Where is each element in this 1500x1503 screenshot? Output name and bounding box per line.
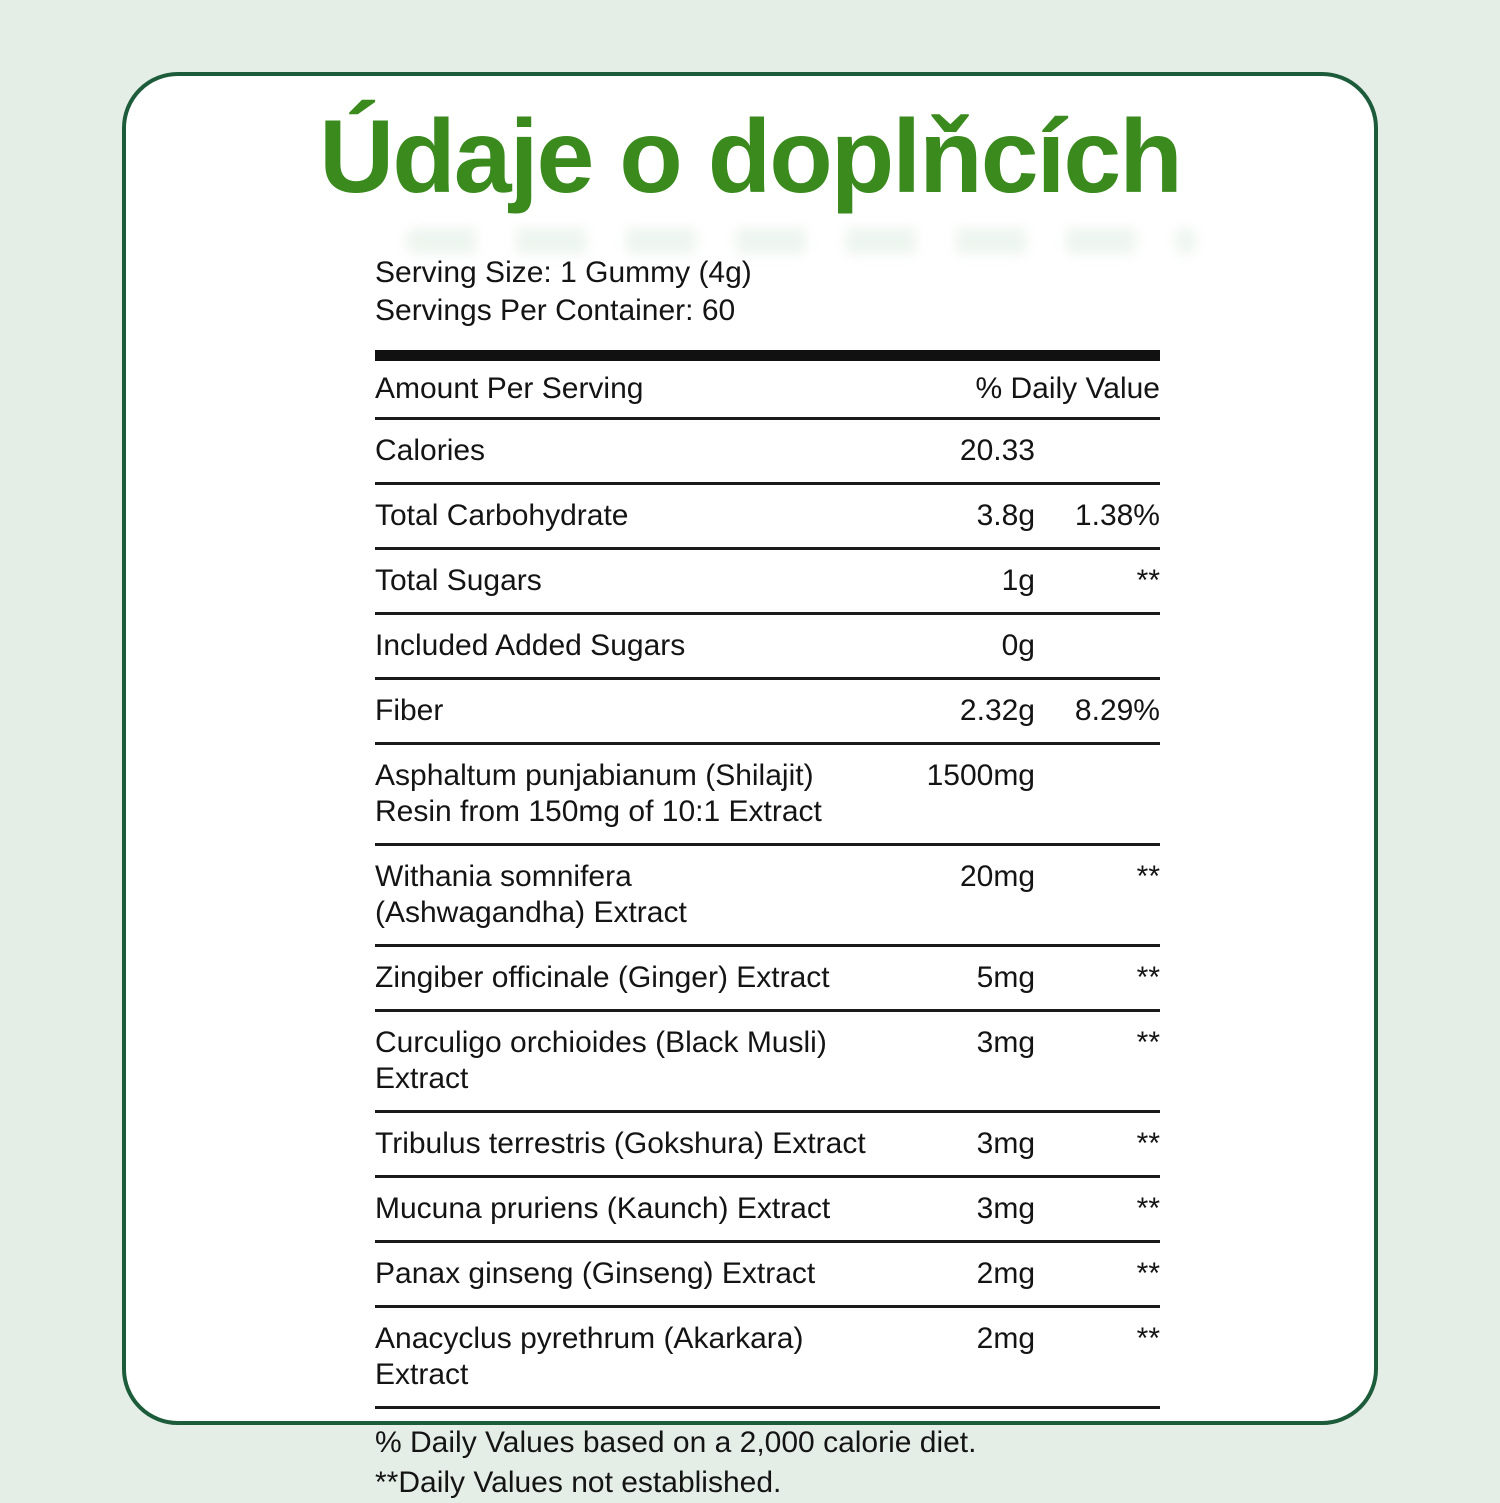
nutrient-name: Fiber: [375, 693, 900, 729]
nutrient-amount: 20.33: [959, 434, 1035, 467]
nutrient-name: Zingiber officinale (Ginger) Extract: [375, 960, 900, 996]
header-amount-per-serving: Amount Per Serving: [375, 372, 644, 405]
nutrient-amount: 3mg: [976, 1026, 1035, 1059]
nutrient-name: Withania somnifera (Ashwagandha) Extract: [375, 859, 900, 931]
nutrient-daily-value: **: [1136, 1257, 1160, 1290]
nutrient-amount: 3mg: [976, 1127, 1035, 1160]
table-row: Total Carbohydrate 3.8g 1.38%: [375, 485, 1160, 550]
nutrient-name: Anacyclus pyrethrum (Akarkara) Extract: [375, 1321, 900, 1393]
nutrient-name-text: Anacyclus pyrethrum (Akarkara) Extract: [375, 1322, 804, 1391]
nutrient-daily-value: **: [1136, 860, 1160, 893]
nutrient-name-text: Curculigo orchioides (Black Musli) Extra…: [375, 1026, 827, 1095]
nutrient-name: Asphaltum punjabianum (Shilajit) Resin fr…: [375, 758, 900, 830]
page-title: Údaje o doplňcích: [319, 99, 1183, 215]
nutrient-daily-value: **: [1136, 1322, 1160, 1355]
top-rule-bar: [375, 350, 1160, 361]
nutrient-name-text: Total Carbohydrate: [375, 499, 629, 532]
footnotes: % Daily Values based on a 2,000 calorie …: [375, 1423, 1160, 1503]
nutrient-name: Tribulus terrestris (Gokshura) Extract: [375, 1126, 900, 1162]
nutrient-amount: 2mg: [976, 1257, 1035, 1290]
nutrient-name-line2: Resin from 150mg of 10:1 Extract: [375, 795, 822, 828]
footnote-daily-values: % Daily Values based on a 2,000 calorie …: [375, 1426, 977, 1459]
nutrient-daily-value: **: [1136, 1127, 1160, 1160]
nutrient-daily-value: **: [1136, 1192, 1160, 1225]
nutrient-daily-value: **: [1136, 564, 1160, 597]
table-row: Curculigo orchioides (Black Musli) Extra…: [375, 1012, 1160, 1113]
nutrient-daily-value: 8.29%: [1074, 694, 1160, 727]
nutrient-daily-value: **: [1136, 961, 1160, 994]
table-header-row: Amount Per Serving % Daily Value: [375, 361, 1160, 420]
nutrient-name-text: Total Sugars: [375, 564, 542, 597]
nutrient-name-text: Withania somnifera: [375, 860, 632, 893]
servings-per-container-line: Servings Per Container: 60: [375, 294, 736, 327]
nutrient-daily-value: **: [1136, 1026, 1160, 1059]
nutrient-name-line2: (Ashwagandha) Extract: [375, 896, 687, 929]
nutrient-amount: 5mg: [976, 961, 1035, 994]
nutrient-amount: 3.8g: [976, 499, 1035, 532]
nutrient-name-text: Fiber: [375, 694, 444, 727]
nutrient-name-text: Panax ginseng (Ginseng) Extract: [375, 1257, 816, 1290]
nutrient-name: Included Added Sugars: [375, 628, 900, 664]
table-row: Total Sugars 1g **: [375, 550, 1160, 615]
nutrient-amount: 0g: [1001, 629, 1035, 662]
serving-size-line: Serving Size: 1 Gummy (4g): [375, 256, 752, 289]
nutrient-name: Panax ginseng (Ginseng) Extract: [375, 1256, 900, 1292]
supplement-facts-panel: Serving Size: 1 Gummy (4g) Servings Per …: [375, 254, 1160, 1503]
table-row: Asphaltum punjabianum (Shilajit) Resin fr…: [375, 745, 1160, 846]
nutrient-name: Calories: [375, 433, 900, 469]
table-row: Included Added Sugars 0g: [375, 615, 1160, 680]
nutrient-amount: 1g: [1001, 564, 1035, 597]
nutrient-amount: 1500mg: [926, 759, 1035, 792]
nutrient-amount: 20mg: [959, 860, 1035, 893]
nutrient-name-text: Zingiber officinale (Ginger) Extract: [375, 961, 830, 994]
table-row: Calories 20.33: [375, 420, 1160, 485]
nutrient-name: Total Carbohydrate: [375, 498, 900, 534]
nutrient-name-text: Asphaltum punjabianum (Shilajit): [375, 759, 814, 792]
table-row: Zingiber officinale (Ginger) Extract 5mg…: [375, 947, 1160, 1012]
table-row: Withania somnifera (Ashwagandha) Extract …: [375, 846, 1160, 947]
nutrient-name: Mucuna pruriens (Kaunch) Extract: [375, 1191, 900, 1227]
label-card: Údaje o doplňcích Serving Size: 1 Gummy …: [122, 72, 1378, 1499]
nutrient-amount: 3mg: [976, 1192, 1035, 1225]
header-daily-value: % Daily Value: [975, 372, 1160, 405]
table-row: Fiber 2.32g 8.29%: [375, 680, 1160, 745]
table-row: Anacyclus pyrethrum (Akarkara) Extract 2…: [375, 1308, 1160, 1409]
title-ghost-artifact: [406, 228, 1196, 254]
table-row: Mucuna pruriens (Kaunch) Extract 3mg **: [375, 1178, 1160, 1243]
table-row: Tribulus terrestris (Gokshura) Extract 3…: [375, 1113, 1160, 1178]
nutrient-name-text: Tribulus terrestris (Gokshura) Extract: [375, 1127, 866, 1160]
nutrient-name-text: Mucuna pruriens (Kaunch) Extract: [375, 1192, 831, 1225]
footnote-not-established: **Daily Values not established.: [375, 1466, 782, 1499]
nutrient-daily-value: 1.38%: [1074, 499, 1160, 532]
nutrient-name: Curculigo orchioides (Black Musli) Extra…: [375, 1025, 900, 1097]
table-row: Panax ginseng (Ginseng) Extract 2mg **: [375, 1243, 1160, 1308]
facts-table: Amount Per Serving % Daily Value Calorie…: [375, 361, 1160, 1409]
serving-info: Serving Size: 1 Gummy (4g) Servings Per …: [375, 254, 1160, 330]
nutrient-amount: 2mg: [976, 1322, 1035, 1355]
nutrient-name-text: Calories: [375, 434, 486, 467]
nutrient-name-text: Included Added Sugars: [375, 629, 686, 662]
nutrient-name: Total Sugars: [375, 563, 900, 599]
nutrient-amount: 2.32g: [959, 694, 1035, 727]
